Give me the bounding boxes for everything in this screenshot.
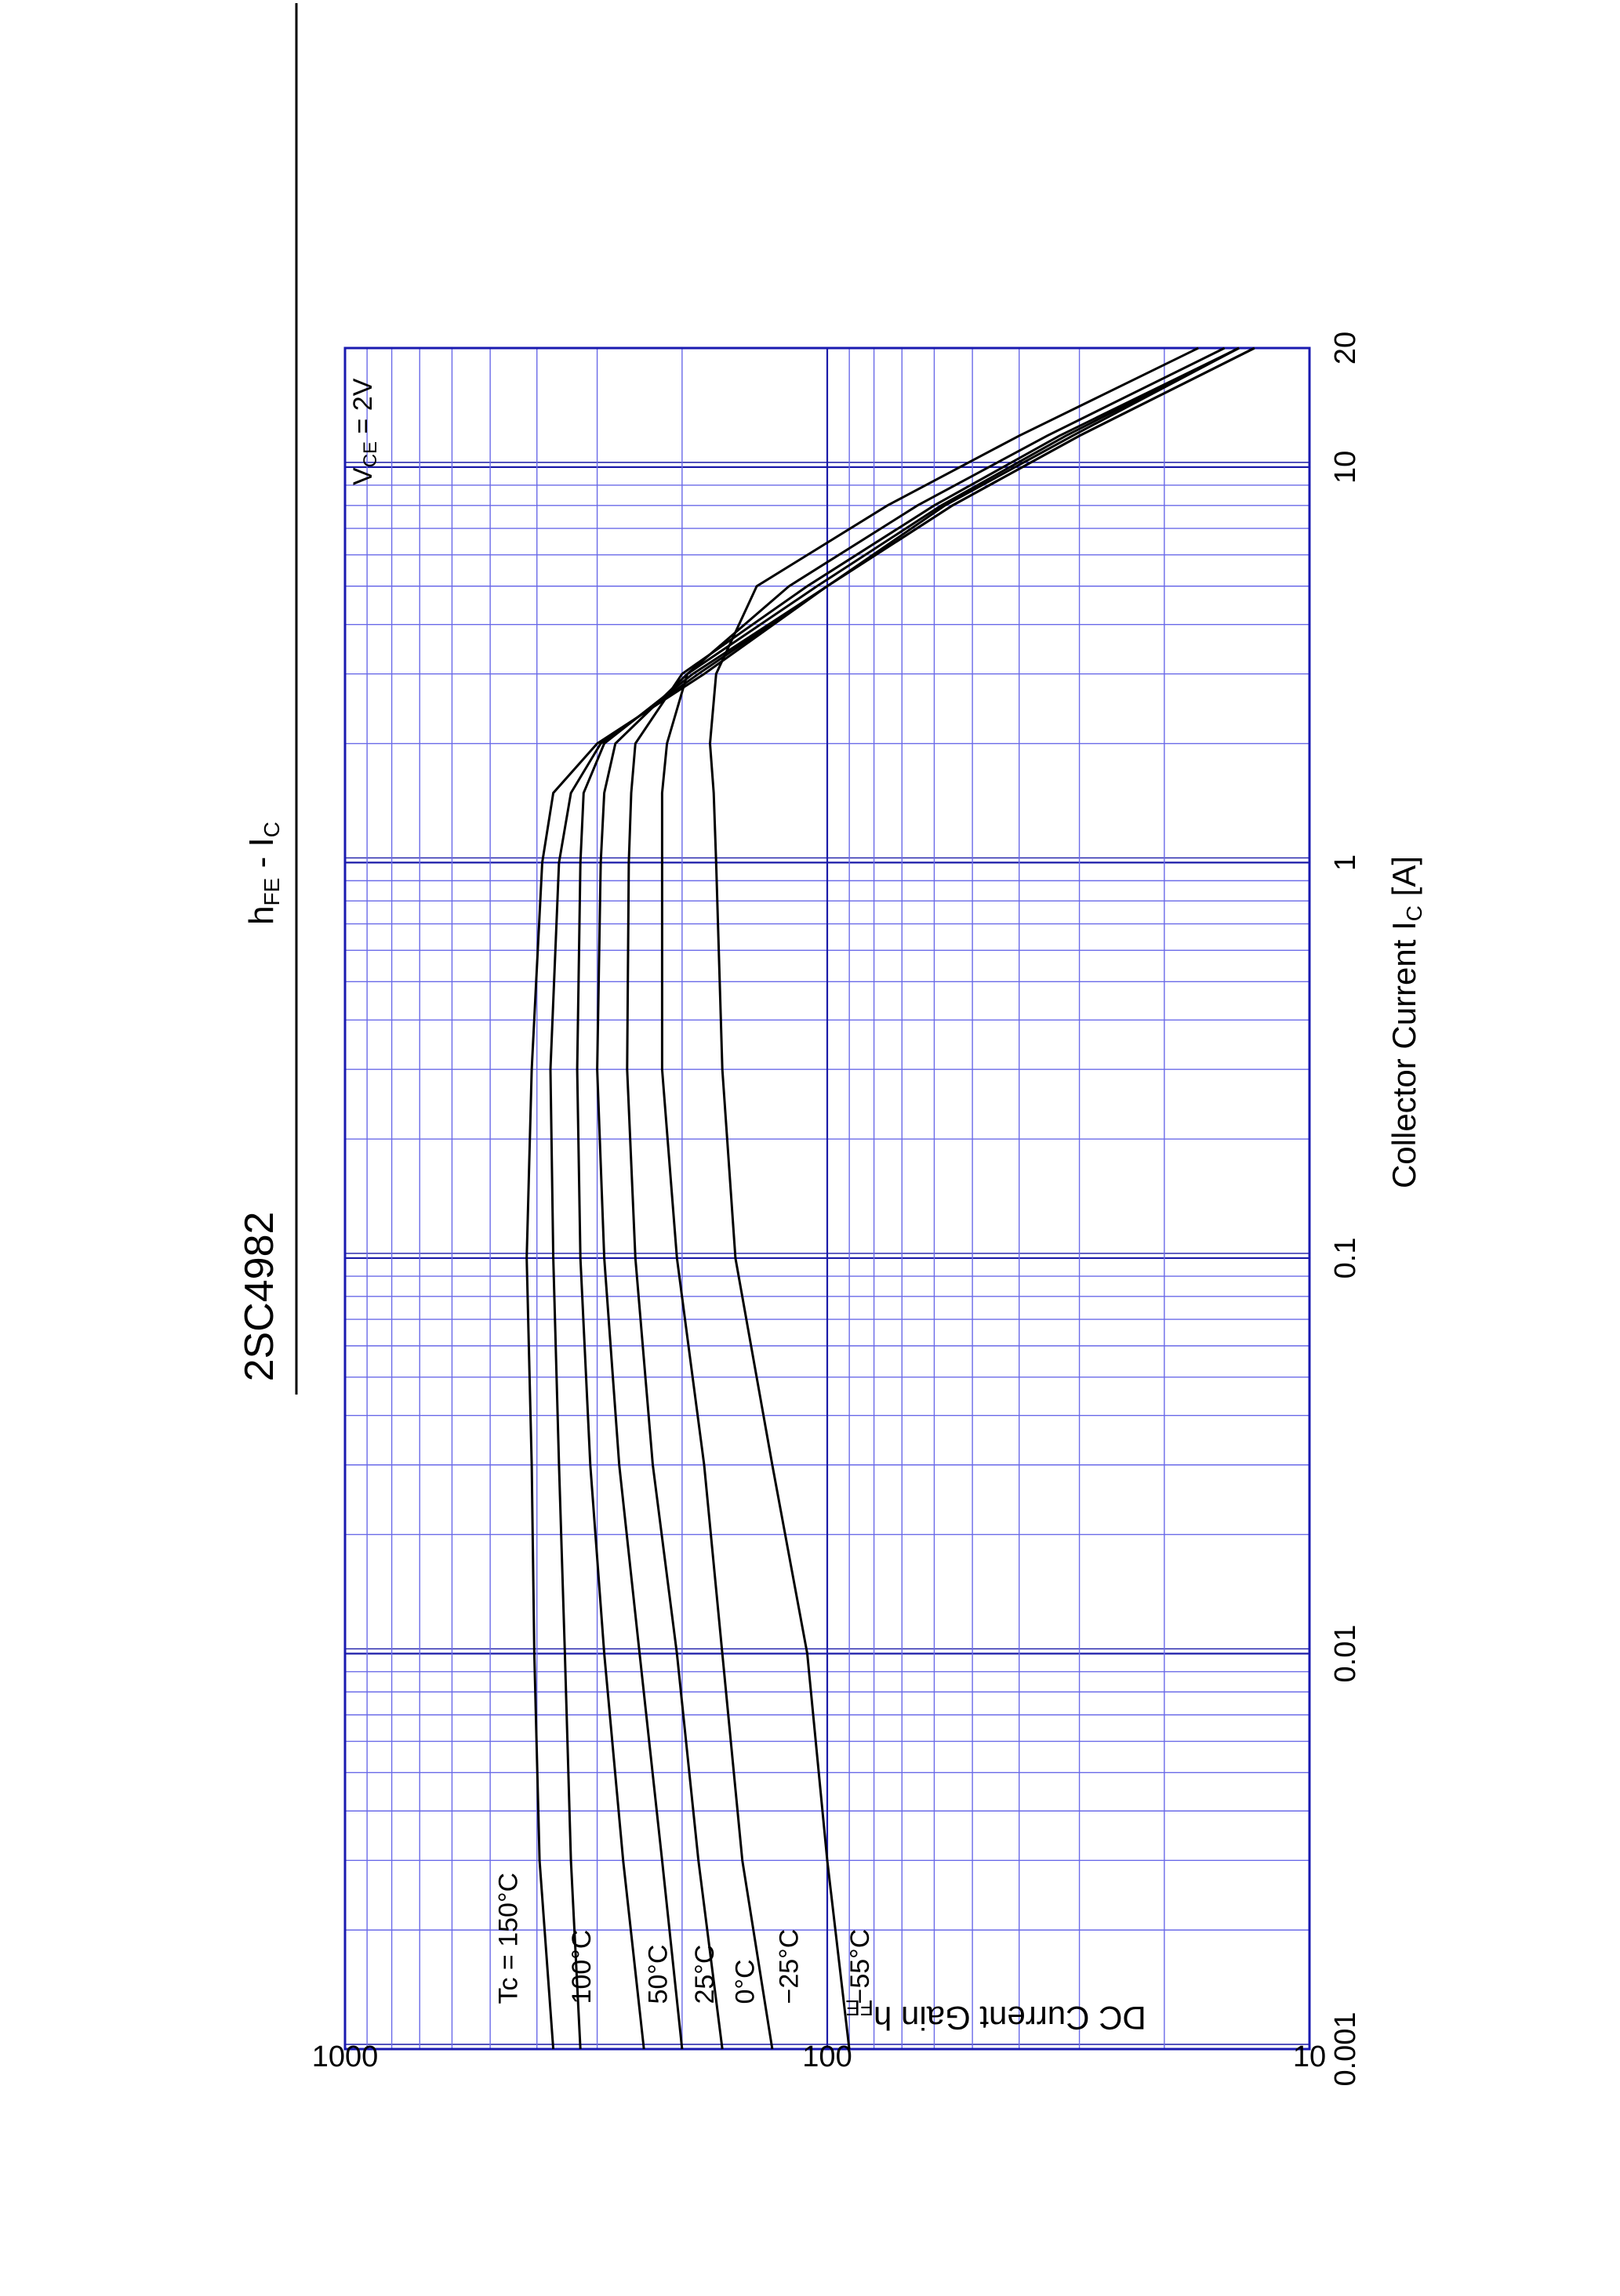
series-label: Tc = 150°C xyxy=(493,1873,523,2004)
y-tick-label: 100 xyxy=(802,2040,852,2073)
x-tick-label: 0.01 xyxy=(1329,1624,1362,1682)
series-line xyxy=(549,346,1255,2050)
x-tick-label: 0.001 xyxy=(1329,2011,1362,2086)
plot-frame xyxy=(343,346,1311,2051)
x-tick-label: 20 xyxy=(1329,332,1362,365)
y-tick-label-group: 100 xyxy=(802,2040,852,2073)
series-line xyxy=(525,346,1255,2050)
series-label: −25°C xyxy=(775,1929,805,2004)
series-label: 0°C xyxy=(730,1959,760,2004)
y-axis-label: DC Current Gain hFE xyxy=(845,1996,1146,2037)
y-tick-label-group: 10 xyxy=(1293,2040,1326,2073)
condition-label: VCE = 2V xyxy=(348,378,381,485)
series-label: 100°C xyxy=(567,1930,597,2004)
series-line xyxy=(576,346,1240,2050)
series-label: 50°C xyxy=(644,1945,674,2004)
series-line xyxy=(596,346,1240,2050)
x-tick-label: 10 xyxy=(1329,451,1362,484)
y-tick-label-group: 1000 xyxy=(312,2040,379,2073)
chart-subtitle: hFE - IC xyxy=(242,822,284,925)
x-axis-label: Collector Current IC [A] xyxy=(1386,856,1426,1188)
series-label: −55°C xyxy=(845,1929,875,2004)
y-tick-label: 10 xyxy=(1293,2040,1326,2073)
plot-area: 0.001 0.01 0.1 1 10 20 10 100 1000 Tc = 150°C 100°… xyxy=(312,332,1362,2087)
chart-title: 2SC4982 xyxy=(237,1212,282,1382)
series-line xyxy=(660,346,1226,2050)
x-tick-label: 1 xyxy=(1329,854,1362,871)
series-line xyxy=(708,346,1199,2050)
series-line xyxy=(626,346,1240,2050)
y-tick-label: 1000 xyxy=(312,2040,379,2073)
x-tick-label: 0.1 xyxy=(1329,1238,1362,1279)
